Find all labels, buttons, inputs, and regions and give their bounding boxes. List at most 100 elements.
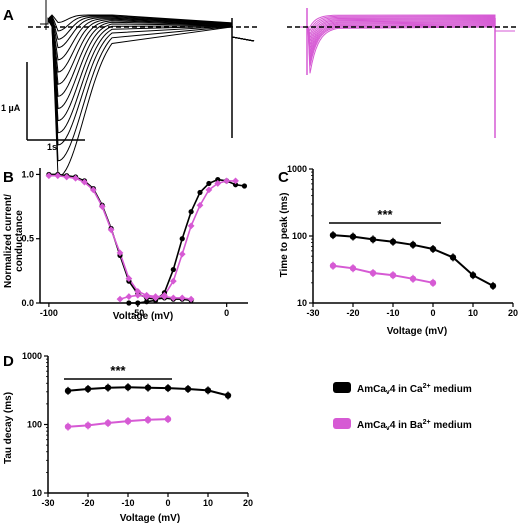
data-point bbox=[449, 254, 457, 261]
c-x-tick-label: 10 bbox=[468, 308, 478, 318]
data-point bbox=[409, 275, 417, 282]
legend-swatch-ba bbox=[333, 418, 351, 429]
d-x-tick-label: 0 bbox=[165, 498, 170, 508]
b-curve bbox=[119, 180, 236, 300]
b-point bbox=[232, 177, 239, 185]
d-x-tick-label: 10 bbox=[203, 498, 213, 508]
ca-trace bbox=[40, 17, 255, 122]
scale-bar-current-label: 1 µA bbox=[1, 103, 21, 113]
data-point bbox=[104, 384, 112, 391]
b-y-axis-label-line2: conductance bbox=[14, 210, 25, 272]
data-point bbox=[389, 238, 397, 245]
c-x-axis-label: Voltage (mV) bbox=[387, 326, 447, 337]
ba-trace bbox=[300, 23, 515, 60]
ca-trace bbox=[40, 19, 255, 97]
ca-trace bbox=[40, 15, 255, 42]
b-point bbox=[170, 266, 176, 273]
data-point bbox=[489, 282, 497, 290]
d-x-tick-label: -20 bbox=[81, 498, 94, 508]
ca-trace bbox=[40, 20, 255, 110]
b-point bbox=[107, 226, 115, 234]
b-x-axis-label: Voltage (mV) bbox=[113, 311, 173, 322]
ca-trace bbox=[40, 17, 255, 61]
scale-bar-time-label: 1s bbox=[47, 142, 57, 152]
data-point bbox=[104, 419, 112, 427]
b-point bbox=[135, 300, 141, 306]
b-point bbox=[178, 294, 186, 302]
data-point bbox=[164, 384, 172, 392]
legend-label-ca: AmCav4 in Ca2+ medium bbox=[357, 383, 472, 396]
data-point bbox=[369, 269, 377, 277]
ca-trace bbox=[40, 18, 255, 73]
ba-trace bbox=[300, 26, 515, 74]
c-x-tick-label: 20 bbox=[508, 308, 518, 318]
ca-trace bbox=[40, 17, 255, 49]
d-x-tick-label: -30 bbox=[41, 498, 54, 508]
ca-trace bbox=[40, 18, 255, 134]
ca-trace bbox=[40, 18, 255, 85]
b-point bbox=[197, 189, 203, 196]
c-x-tick-label: -20 bbox=[346, 308, 359, 318]
panel-label-b: B bbox=[3, 169, 14, 186]
c-y-tick-label: 1000 bbox=[287, 164, 307, 174]
ba-trace bbox=[300, 24, 515, 63]
b-point bbox=[116, 249, 124, 257]
b-points bbox=[45, 171, 248, 306]
b-point bbox=[72, 174, 79, 182]
ca-trace bbox=[40, 17, 255, 162]
b-point bbox=[187, 295, 195, 303]
legend-label-ba: AmCav4 in Ba2+ medium bbox=[357, 419, 472, 432]
ba-trace bbox=[300, 19, 515, 46]
d-y-tick-label: 100 bbox=[27, 420, 42, 430]
b-point bbox=[223, 177, 231, 185]
b-point bbox=[206, 180, 212, 187]
data-point bbox=[204, 387, 212, 394]
panel-b-plot: -100 -50 0 0.0 0.5 1.0 Voltage (mV) Normalize… bbox=[3, 168, 248, 322]
data-point bbox=[64, 387, 72, 395]
b-point bbox=[125, 293, 133, 300]
ba-trace bbox=[300, 22, 515, 56]
b-point bbox=[134, 288, 142, 295]
legend-item-ba: AmCav4 in Ba2+ medium bbox=[333, 418, 472, 432]
legend-swatch-ca bbox=[333, 382, 351, 393]
ba-trace bbox=[300, 17, 515, 40]
b-curve bbox=[48, 173, 192, 302]
data-point bbox=[84, 385, 92, 393]
d-x-tick-label: 20 bbox=[243, 498, 253, 508]
data-point bbox=[349, 265, 357, 272]
series-line bbox=[332, 264, 434, 284]
data-point bbox=[329, 231, 337, 239]
data-point bbox=[164, 415, 172, 423]
data-point bbox=[429, 245, 437, 253]
b-point bbox=[215, 176, 221, 183]
c-axes: -30 -20 -10 0 10 20 10 100 1000 bbox=[287, 164, 518, 318]
data-point bbox=[224, 392, 232, 399]
b-point bbox=[134, 291, 142, 299]
c-y-tick-label: 100 bbox=[292, 231, 307, 241]
b-point bbox=[152, 294, 159, 302]
d-y-tick-label: 10 bbox=[32, 488, 42, 498]
b-point bbox=[187, 222, 195, 230]
data-point bbox=[369, 236, 377, 243]
ca-trace bbox=[40, 19, 255, 146]
ca-trace bbox=[40, 14, 255, 42]
b-y-tick-label: 0.5 bbox=[21, 234, 34, 244]
c-x-tick-label: -30 bbox=[306, 308, 319, 318]
b-point bbox=[116, 295, 124, 303]
legend: AmCav4 in Ca2+ medium AmCav4 in Ba2+ med… bbox=[333, 382, 472, 432]
ba-trace bbox=[300, 18, 515, 42]
b-point bbox=[81, 178, 88, 186]
b-curves bbox=[48, 173, 245, 304]
b-x-tick-label: -100 bbox=[40, 308, 58, 318]
d-series bbox=[64, 378, 232, 431]
data-point bbox=[144, 384, 152, 391]
b-y-tick-label: 0.0 bbox=[21, 298, 34, 308]
b-point bbox=[188, 209, 194, 215]
d-y-axis-label: Tau decay (ms) bbox=[3, 392, 14, 464]
ba-trace bbox=[300, 16, 515, 36]
b-point bbox=[232, 182, 239, 188]
panel-label-d: D bbox=[3, 353, 14, 370]
b-point bbox=[98, 203, 106, 210]
ba-trace bbox=[300, 20, 515, 49]
